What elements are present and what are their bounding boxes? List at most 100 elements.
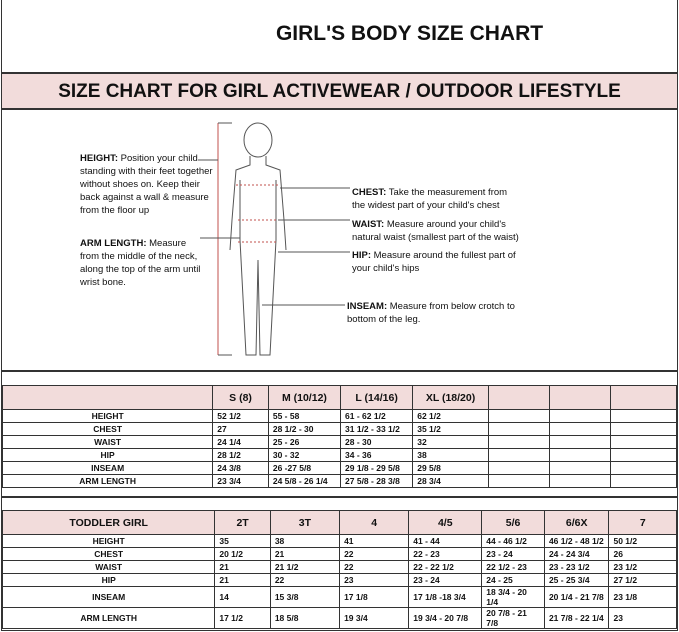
table-cell: 21 (214, 560, 271, 574)
table-cell (487, 474, 550, 488)
column-header: 7 (608, 510, 677, 535)
table-cell: 23 3/4 (212, 474, 269, 488)
column-header: S (8) (212, 385, 269, 410)
table-cell: 15 3/8 (269, 586, 341, 608)
table-cell: 44 - 46 1/2 (481, 534, 545, 548)
table-cell: 14 (214, 586, 271, 608)
column-header (487, 385, 550, 410)
table-cell: 22 - 22 1/2 (408, 560, 483, 574)
table-cell: 21 (214, 573, 271, 587)
waist-label: WAIST: (352, 219, 385, 230)
column-header: 2T (214, 510, 271, 535)
table-cell: 26 -27 5/8 (267, 461, 342, 475)
table-row: HEIGHT 52 1/2 55 - 58 61 - 62 1/2 62 1/2 (1, 409, 677, 423)
table-cell: 22 1/2 - 23 (481, 560, 545, 574)
table-cell: 21 7/8 - 22 1/4 (543, 607, 610, 629)
page-title: GIRL'S BODY SIZE CHART (275, 22, 544, 45)
row-label: INSEAM (1, 586, 216, 608)
column-header: 4 (339, 510, 410, 535)
table-row: HIP 21 22 23 23 - 24 24 - 25 25 - 25 3/4 27 1/2 (1, 573, 677, 587)
table-cell: 23 - 24 (481, 547, 545, 561)
table-row: CHEST 27 28 1/2 - 30 31 1/2 - 33 1/2 35 1/2 (1, 422, 677, 436)
table-row: HEIGHT 35 38 41 41 - 44 44 - 46 1/2 46 1/2 - 4… (1, 534, 677, 548)
row-label: HIP (1, 573, 216, 587)
table-cell: 23 - 23 1/2 (543, 560, 610, 574)
table-row: CHEST 20 1/2 21 22 22 - 23 23 - 24 24 - 24 3/4… (1, 547, 677, 561)
table-cell: 28 3/4 (412, 474, 489, 488)
toddler-size-table: TODDLER GIRL 2T 3T 4 4/5 5/6 6/6X 7 HEIGHT 35 38 41… (1, 510, 677, 629)
table-cell: 21 (269, 547, 341, 561)
table-row: INSEAM 24 3/8 26 -27 5/8 29 1/8 - 29 5/8 29 … (1, 461, 677, 475)
table-cell: 22 (339, 547, 410, 561)
table-cell: 24 1/4 (212, 435, 269, 449)
table-cell: 38 (269, 534, 341, 548)
row-label: CHEST (1, 547, 216, 561)
row-label: HIP (1, 448, 214, 462)
table-row: HIP 28 1/2 30 - 32 34 - 36 38 (1, 448, 677, 462)
table-cell (548, 435, 612, 449)
hip-text: Measure around the fullest part of your … (352, 250, 516, 274)
divider (2, 370, 677, 372)
table-cell (487, 409, 550, 423)
table-cell: 34 - 36 (340, 448, 414, 462)
table-cell: 38 (412, 448, 489, 462)
row-label: WAIST (1, 560, 216, 574)
table-cell: 22 (269, 573, 341, 587)
inseam-text: Measure from below crotch to bottom of t… (347, 301, 515, 325)
table-cell: 19 3/4 - 20 7/8 (408, 607, 483, 629)
table-cell: 22 - 23 (408, 547, 483, 561)
table-cell: 41 - 44 (408, 534, 483, 548)
table-cell (610, 461, 677, 475)
table-cell (487, 448, 550, 462)
table-cell: 27 5/8 - 28 3/8 (340, 474, 414, 488)
table-cell: 31 1/2 - 33 1/2 (340, 422, 414, 436)
table-cell: 17 1/8 (339, 586, 410, 608)
table-cell: 25 - 25 3/4 (543, 573, 610, 587)
column-header: M (10/12) (267, 385, 342, 410)
table-cell (610, 409, 677, 423)
table-cell: 35 1/2 (412, 422, 489, 436)
divider (2, 496, 677, 498)
table-cell (610, 474, 677, 488)
table-cell (610, 422, 677, 436)
column-header: XL (18/20) (412, 385, 489, 410)
table-cell: 22 (339, 560, 410, 574)
table-cell: 23 (608, 607, 677, 629)
column-header: TODDLER GIRL (1, 510, 216, 535)
row-label: ARM LENGTH (1, 607, 216, 629)
table-cell (548, 474, 612, 488)
table-row: INSEAM 14 15 3/8 17 1/8 17 1/8 -18 3/4 18 3/4… (1, 586, 677, 608)
table-cell: 46 1/2 - 48 1/2 (543, 534, 610, 548)
column-header: 6/6X (543, 510, 610, 535)
table-cell: 23 1/8 (608, 586, 677, 608)
table-cell: 17 1/2 (214, 607, 271, 629)
table-cell (487, 461, 550, 475)
table-cell: 20 1/4 - 21 7/8 (543, 586, 610, 608)
row-label: WAIST (1, 435, 214, 449)
chest-note: CHEST: Take the measurement from the wid… (352, 186, 522, 212)
table-cell: 32 (412, 435, 489, 449)
hip-note: HIP: Measure around the fullest part of … (352, 249, 522, 275)
row-label: CHEST (1, 422, 214, 436)
table-cell: 23 - 24 (408, 573, 483, 587)
table-cell: 41 (339, 534, 410, 548)
column-header: L (14/16) (340, 385, 414, 410)
column-header: 5/6 (481, 510, 545, 535)
inseam-note: INSEAM: Measure from below crotch to bot… (347, 300, 522, 326)
column-header: 4/5 (408, 510, 483, 535)
table-cell (548, 409, 612, 423)
table-cell: 21 1/2 (269, 560, 341, 574)
table-cell: 24 - 24 3/4 (543, 547, 610, 561)
table-cell: 24 5/8 - 26 1/4 (267, 474, 342, 488)
table-cell: 52 1/2 (212, 409, 269, 423)
table-cell: 24 3/8 (212, 461, 269, 475)
arm-note: ARM LENGTH: Measure from the middle of t… (80, 237, 205, 289)
table-row: WAIST 24 1/4 25 - 26 28 - 30 32 (1, 435, 677, 449)
table-cell (610, 448, 677, 462)
table-cell (487, 422, 550, 436)
table-cell: 50 1/2 (608, 534, 677, 548)
table-row: WAIST 21 21 1/2 22 22 - 22 1/2 22 1/2 - 23 23 … (1, 560, 677, 574)
table-cell: 26 (608, 547, 677, 561)
